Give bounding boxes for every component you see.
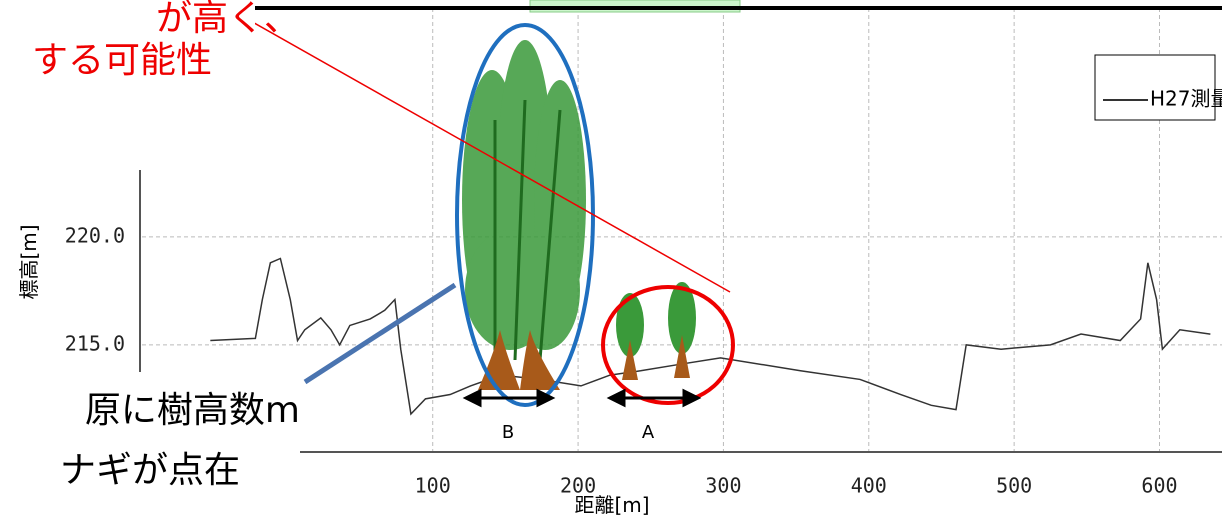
legend-label: H27測量 (1150, 87, 1222, 111)
x-tick-label: 600 (1141, 474, 1177, 498)
black-text: 原に樹高数m (85, 390, 300, 431)
x-tick-label: 500 (996, 474, 1032, 498)
x-tick-label: 400 (851, 474, 887, 498)
y-axis-label: 標高[m] (17, 224, 41, 299)
chart: 100200300400500600220.0215.0 標高[m] 距離[m]… (0, 0, 1222, 525)
y-tick-label: 220.0 (65, 223, 125, 247)
range-label: A (642, 422, 655, 443)
trees-b (462, 40, 586, 390)
black-text: ナギが点在 (60, 450, 240, 491)
red-text: する可能性 (32, 40, 212, 81)
y-tick-label: 215.0 (65, 331, 125, 355)
x-tick-label: 300 (705, 474, 741, 498)
red-text: が高く、 (156, 0, 300, 39)
x-axis-label: 距離[m] (574, 493, 649, 517)
trees-a (616, 282, 696, 380)
x-tick-label: 100 (415, 474, 451, 498)
range-label: B (502, 422, 514, 443)
